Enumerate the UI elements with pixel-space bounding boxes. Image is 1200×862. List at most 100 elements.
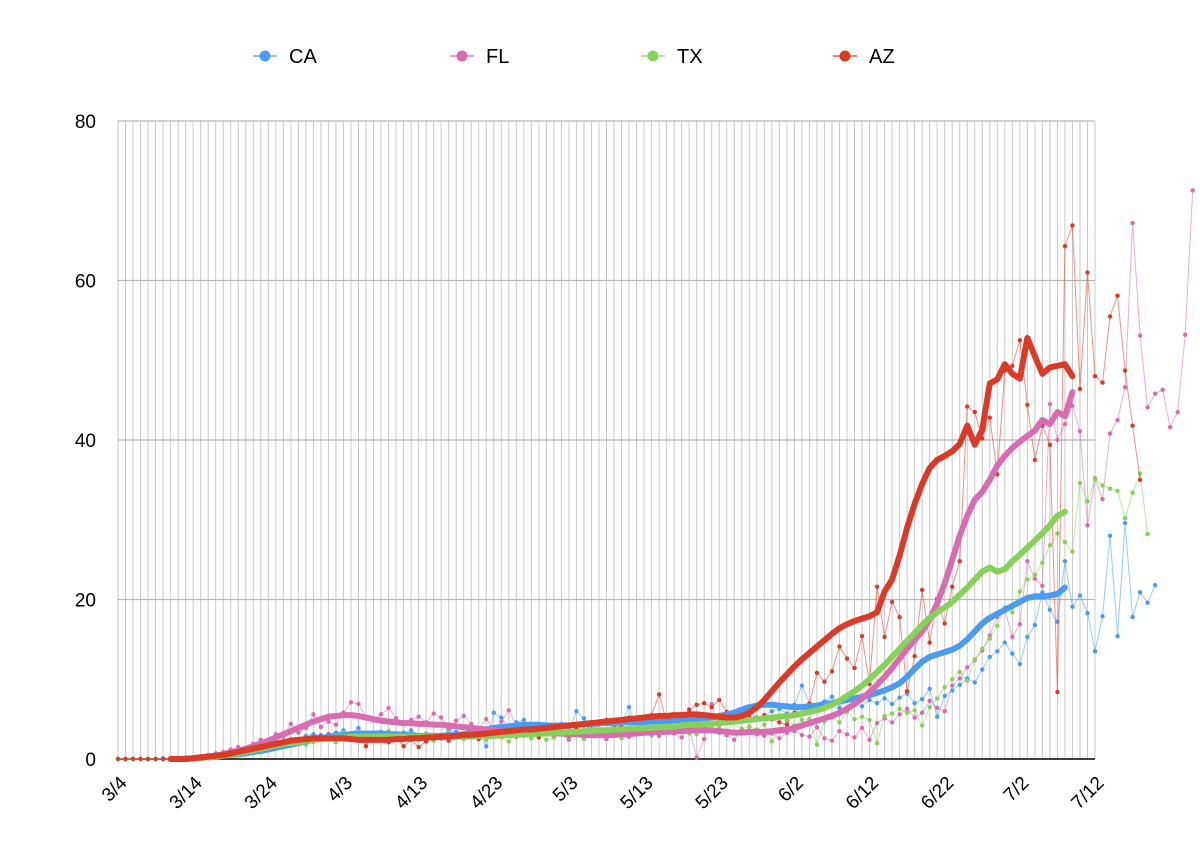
x-tick-label: 5/23 bbox=[692, 773, 733, 814]
ca-daily-point bbox=[874, 700, 880, 706]
az-daily-point bbox=[972, 409, 977, 415]
ca-daily-point bbox=[1032, 622, 1038, 628]
legend-marker-icon bbox=[456, 50, 468, 62]
tx-daily-point bbox=[1047, 543, 1053, 548]
fl-daily-point bbox=[1145, 405, 1150, 410]
ca-daily-point bbox=[972, 680, 977, 685]
fl-daily-point bbox=[566, 737, 572, 743]
tx-daily-point bbox=[1145, 531, 1150, 537]
az-daily-point bbox=[709, 704, 714, 710]
ca-daily-point bbox=[1062, 559, 1068, 564]
fl-daily-point bbox=[1182, 332, 1188, 337]
fl-daily-point bbox=[709, 701, 714, 707]
tx-daily-point bbox=[1122, 515, 1128, 521]
fl-daily-point bbox=[874, 720, 880, 726]
tx-daily-point bbox=[972, 657, 977, 662]
fl-daily-point bbox=[957, 676, 962, 681]
fl-daily-point bbox=[1017, 622, 1023, 627]
tx-daily-point bbox=[1115, 488, 1120, 494]
legend-item-fl[interactable]: FL bbox=[450, 46, 509, 68]
tx-daily-point bbox=[1055, 531, 1060, 536]
tx-daily-point bbox=[867, 717, 872, 723]
fl-daily-point bbox=[333, 722, 339, 727]
az-daily-point bbox=[160, 756, 166, 762]
ca-daily-point bbox=[1145, 600, 1150, 605]
az-daily-point bbox=[957, 559, 962, 564]
y-axis: 0 20 40 60 80 bbox=[75, 112, 96, 771]
az-daily-point bbox=[1010, 363, 1015, 369]
fl-daily-point bbox=[965, 665, 970, 670]
az-daily-point bbox=[1070, 223, 1075, 228]
ca-daily-point bbox=[934, 714, 940, 719]
fl-daily-point bbox=[732, 737, 737, 743]
tx-daily-point bbox=[799, 717, 805, 723]
fl-daily-point bbox=[822, 736, 827, 741]
az-daily-point bbox=[115, 756, 121, 762]
legend-label: TX bbox=[677, 46, 703, 68]
az-daily-point bbox=[927, 640, 932, 645]
fl-daily-point bbox=[934, 705, 940, 711]
x-tick-label: 4/3 bbox=[323, 773, 357, 807]
fl-daily-point bbox=[1152, 391, 1158, 396]
legend-label: CA bbox=[289, 46, 317, 68]
az-daily-point bbox=[822, 679, 827, 684]
legend-label: FL bbox=[486, 46, 509, 68]
az-daily-point bbox=[1017, 338, 1023, 343]
ca-daily-point bbox=[484, 744, 489, 749]
legend-label: AZ bbox=[869, 46, 895, 68]
x-tick-label: 5/3 bbox=[549, 773, 583, 807]
fl-daily-point bbox=[844, 732, 850, 737]
fl-daily-point bbox=[288, 721, 294, 727]
fl-daily-point bbox=[1085, 523, 1090, 528]
az-daily-point bbox=[416, 744, 421, 750]
tx-daily-point bbox=[1092, 476, 1098, 482]
az-daily-point bbox=[1100, 380, 1105, 385]
series-lines bbox=[115, 188, 1195, 762]
ca-daily-point bbox=[912, 700, 917, 706]
ca-daily-point bbox=[987, 654, 992, 660]
fl-daily-point bbox=[326, 719, 331, 724]
fl-daily-point bbox=[1175, 409, 1180, 415]
az-daily-point bbox=[1130, 423, 1135, 428]
fl-daily-point bbox=[484, 716, 489, 722]
tx-daily-point bbox=[784, 718, 790, 723]
az-daily-point bbox=[852, 665, 857, 671]
az-daily-point bbox=[1122, 368, 1128, 373]
tx-daily-point bbox=[1070, 549, 1075, 554]
fl-daily-point bbox=[1010, 634, 1015, 640]
tx-daily-point bbox=[950, 677, 955, 682]
y-tick-label: 40 bbox=[75, 431, 96, 452]
fl-daily-point bbox=[814, 724, 820, 730]
tx-daily-point bbox=[859, 714, 865, 719]
az-daily-point bbox=[138, 756, 143, 762]
ca-daily-point bbox=[1107, 533, 1113, 538]
fl-daily-point bbox=[950, 683, 955, 688]
ca-daily-point bbox=[882, 696, 887, 701]
fl-daily-point bbox=[904, 706, 910, 711]
legend[interactable]: CA FL TX AZ bbox=[253, 46, 895, 68]
fl-daily-point bbox=[679, 735, 684, 740]
tx-daily-point bbox=[904, 710, 910, 715]
tx-daily-point bbox=[995, 623, 1000, 629]
ca-daily-point bbox=[897, 695, 902, 700]
legend-marker-icon bbox=[259, 50, 271, 62]
legend-item-ca[interactable]: CA bbox=[253, 46, 317, 68]
ca-daily-point bbox=[942, 693, 947, 699]
ca-daily-point bbox=[859, 704, 865, 709]
az-daily-point bbox=[1107, 314, 1113, 319]
fl-daily-point bbox=[694, 755, 699, 760]
az-daily-point bbox=[153, 756, 158, 762]
legend-item-tx[interactable]: TX bbox=[641, 46, 703, 68]
az-daily-point bbox=[656, 692, 662, 697]
legend-marker-icon bbox=[647, 50, 659, 62]
fl-daily-point bbox=[852, 735, 857, 740]
az-daily-point bbox=[859, 633, 865, 639]
fl-daily-point bbox=[867, 737, 872, 743]
az-daily-point bbox=[1077, 386, 1083, 392]
ca-daily-point bbox=[919, 696, 925, 702]
x-tick-label: 3/4 bbox=[98, 772, 132, 806]
legend-item-az[interactable]: AZ bbox=[833, 46, 895, 68]
az-daily-point bbox=[919, 587, 925, 593]
x-tick-label: 4/13 bbox=[391, 773, 432, 814]
